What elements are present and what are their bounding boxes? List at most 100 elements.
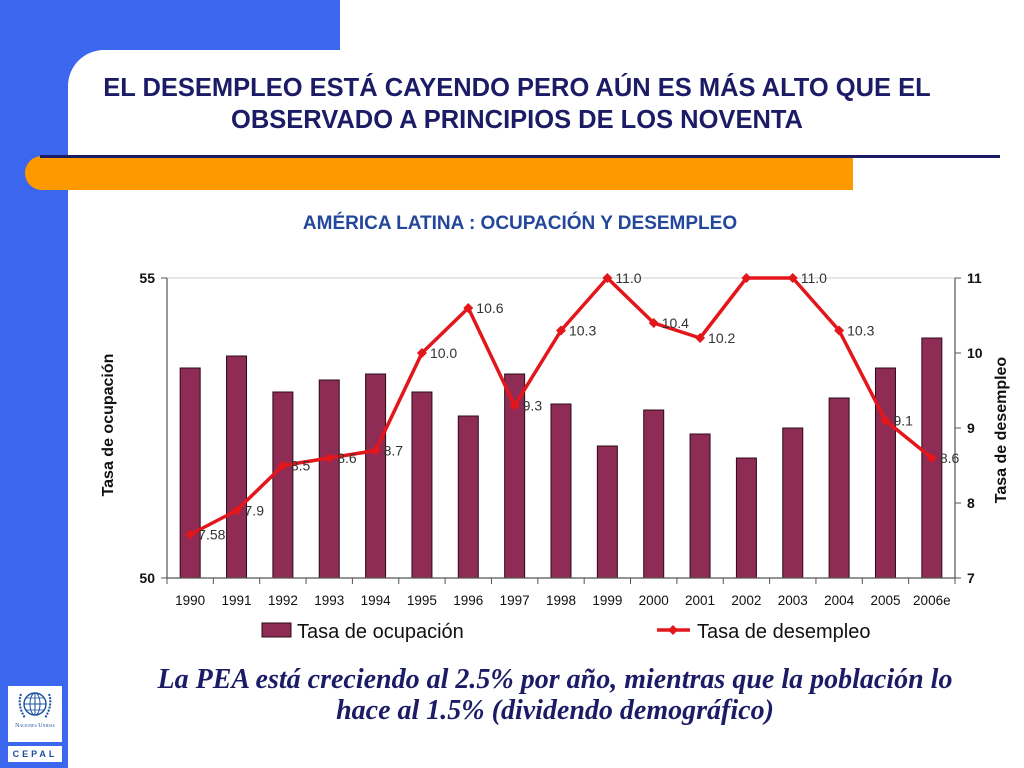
y-right-tick-label: 10 xyxy=(967,345,983,361)
x-tick-label: 2000 xyxy=(639,593,669,608)
marker-desempleo-2001 xyxy=(695,333,706,343)
x-tick-label: 1995 xyxy=(407,593,437,608)
orange-accent-bar xyxy=(25,156,853,190)
x-tick-label: 1994 xyxy=(361,593,392,608)
data-label-desempleo-1993: 8.6 xyxy=(337,450,357,466)
marker-desempleo-1990 xyxy=(185,529,196,540)
top-blue-band xyxy=(0,0,340,50)
marker-desempleo-2003 xyxy=(787,273,798,283)
data-label-desempleo-2001: 10.2 xyxy=(708,330,735,346)
data-label-desempleo-1991: 7.9 xyxy=(245,503,265,519)
y-axis-left-title: Tasa de ocupación xyxy=(100,354,117,497)
y-right-tick-label: 9 xyxy=(967,420,975,436)
data-label-desempleo-1997: 9.3 xyxy=(523,398,543,414)
bar-ocupacion-2003 xyxy=(782,427,804,579)
data-label-desempleo-2003: 11.0 xyxy=(801,270,827,286)
x-tick-label: 1992 xyxy=(268,593,298,608)
slide-title: EL DESEMPLEO ESTÁ CAYENDO PERO AÚN ES MÁ… xyxy=(60,72,974,136)
x-tick-label: 1997 xyxy=(500,593,530,608)
title-divider xyxy=(40,155,1000,158)
x-tick-label: 2001 xyxy=(685,593,715,608)
data-label-desempleo-1999: 11.0 xyxy=(615,270,641,286)
bar-ocupacion-2002 xyxy=(735,457,757,579)
data-label-desempleo-1990: 7.58 xyxy=(198,527,225,543)
content-corner xyxy=(68,50,340,110)
axis-ticks: 1990 1991 1992 1993 1994 1995 1996 1997 1998 1999… xyxy=(139,270,982,608)
data-label-desempleo-2004: 10.3 xyxy=(847,323,874,339)
logo-org-name: Naciones Unidas xyxy=(15,723,55,729)
marker-desempleo-1991 xyxy=(231,505,242,516)
legend-label-desempleo: Tasa de desempleo xyxy=(697,621,870,643)
bar-ocupacion-2004 xyxy=(828,397,850,579)
footnote-line-1: La PEA está creciendo al 2.5% por año, m… xyxy=(157,664,953,695)
legend: Tasa de ocupación Tasa de desempleo xyxy=(261,621,870,643)
marker-desempleo-1999 xyxy=(602,273,613,283)
marker-desempleo-2006e xyxy=(926,453,937,463)
marker-desempleo-1993 xyxy=(324,453,335,463)
x-tick-label: 2004 xyxy=(824,593,855,608)
x-tick-label: 2005 xyxy=(870,593,900,608)
data-label-desempleo-2000: 10.4 xyxy=(662,315,689,331)
marker-desempleo-1996 xyxy=(463,303,474,313)
un-emblem-icon xyxy=(18,692,52,719)
data-label-desempleo-2005: 9.1 xyxy=(893,413,913,429)
x-tick-label: 1991 xyxy=(222,593,252,608)
bar-series-ocupacion xyxy=(179,337,943,579)
bar-ocupacion-1996 xyxy=(457,415,479,579)
bar-ocupacion-1993 xyxy=(318,379,340,579)
x-tick-label: 1999 xyxy=(592,593,622,608)
legend-label-ocupacion: Tasa de ocupación xyxy=(297,621,464,643)
slide-title-line-2: OBSERVADO A PRINCIPIOS DE LOS NOVENTA xyxy=(231,106,803,134)
logo: Naciones Unidas xyxy=(8,686,62,742)
marker-desempleo-1994 xyxy=(370,445,381,456)
data-labels-desempleo: 7.58 7.9 8.5 8.6 8.7 10.0 10.6 9.3 10.3 11.0 10.4 1… xyxy=(198,270,959,543)
bar-ocupacion-1991 xyxy=(226,355,248,579)
bar-ocupacion-2001 xyxy=(689,433,711,579)
bar-ocupacion-1999 xyxy=(596,445,618,579)
legend-swatch-ocupacion xyxy=(261,622,292,638)
data-label-desempleo-2006e: 8.6 xyxy=(940,450,960,466)
marker-desempleo-1995 xyxy=(416,348,427,358)
slide-title-line-1: EL DESEMPLEO ESTÁ CAYENDO PERO AÚN ES MÁ… xyxy=(103,74,931,102)
y-left-tick-label: 50 xyxy=(139,570,155,586)
marker-desempleo-2005 xyxy=(880,415,891,426)
marker-desempleo-2000 xyxy=(648,318,659,328)
bar-ocupacion-1994 xyxy=(365,373,387,579)
bar-ocupacion-1992 xyxy=(272,391,294,579)
bar-ocupacion-2005 xyxy=(874,367,896,579)
chart-title: AMÉRICA LATINA : OCUPACIÓN Y DESEMPLEO xyxy=(303,212,737,234)
x-tick-label: 1993 xyxy=(314,593,344,608)
x-tick-label: 2003 xyxy=(778,593,808,608)
marker-desempleo-1992 xyxy=(277,460,288,471)
y-right-tick-label: 8 xyxy=(967,495,975,511)
x-tick-label: 1998 xyxy=(546,593,576,608)
x-tick-label: 2006e xyxy=(913,593,951,608)
marker-desempleo-2002 xyxy=(741,273,752,283)
legend-marker-desempleo xyxy=(668,625,678,635)
x-tick-label: 2002 xyxy=(731,593,761,608)
line-series-desempleo xyxy=(185,273,937,540)
x-tick-label: 1996 xyxy=(453,593,483,608)
x-tick-label: 1990 xyxy=(175,593,205,608)
bar-ocupacion-1990 xyxy=(179,367,201,579)
y-axis-right-title: Tasa de desempleo xyxy=(993,357,1010,504)
marker-desempleo-1998 xyxy=(556,325,566,336)
cepal-wordmark: CEPAL xyxy=(8,746,62,762)
bar-ocupacion-1995 xyxy=(411,391,433,579)
bar-ocupacion-2000 xyxy=(643,409,665,579)
y-right-tick-label: 7 xyxy=(967,570,975,586)
footnote-line-2: hace al 1.5% (dividendo demográfico) xyxy=(336,695,774,726)
marker-desempleo-1997 xyxy=(509,400,520,411)
slide-footnote: La PEA está creciendo al 2.5% por año, m… xyxy=(90,664,1020,726)
data-label-desempleo-1998: 10.3 xyxy=(569,323,596,339)
data-label-desempleo-1995: 10.0 xyxy=(430,345,457,361)
marker-desempleo-2004 xyxy=(834,325,845,336)
data-label-desempleo-1992: 8.5 xyxy=(291,458,311,474)
bar-ocupacion-1998 xyxy=(550,403,572,579)
left-blue-band xyxy=(0,0,68,768)
y-right-tick-label: 11 xyxy=(967,270,982,286)
data-label-desempleo-1996: 10.6 xyxy=(476,300,503,316)
data-label-desempleo-1994: 8.7 xyxy=(384,443,404,459)
